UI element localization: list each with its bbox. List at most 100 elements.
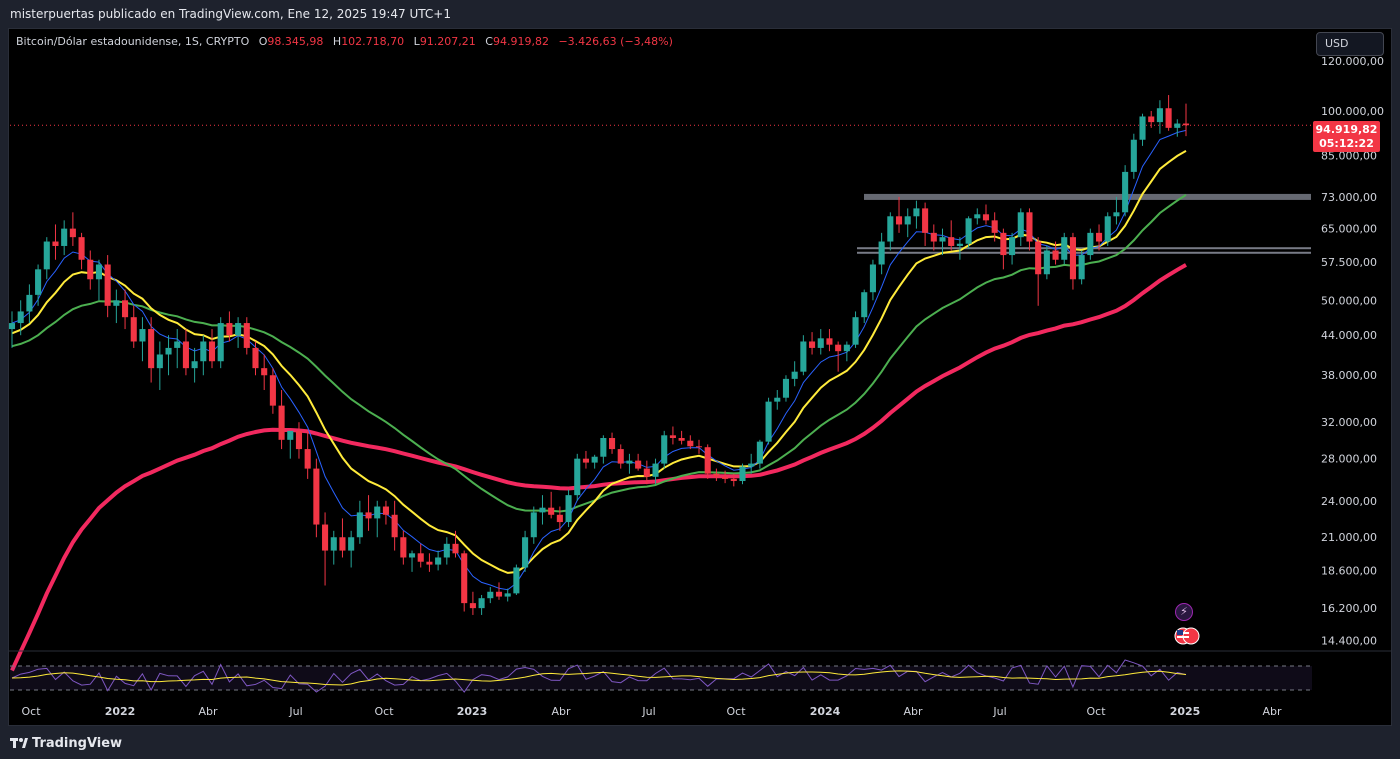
- candle[interactable]: [130, 317, 137, 342]
- candle[interactable]: [739, 466, 746, 482]
- candle[interactable]: [1104, 216, 1111, 242]
- candle[interactable]: [452, 543, 459, 554]
- candle[interactable]: [78, 237, 85, 260]
- currency-selector[interactable]: USD: [1316, 32, 1384, 56]
- candle[interactable]: [617, 449, 624, 464]
- candle[interactable]: [313, 468, 320, 525]
- candle[interactable]: [69, 228, 76, 238]
- candle[interactable]: [278, 405, 285, 440]
- candle[interactable]: [52, 241, 59, 246]
- candle[interactable]: [295, 430, 303, 450]
- candle[interactable]: [1000, 232, 1007, 256]
- candle[interactable]: [669, 435, 676, 439]
- candle[interactable]: [974, 214, 981, 219]
- candle[interactable]: [626, 460, 633, 464]
- candle[interactable]: [1043, 250, 1050, 275]
- candle[interactable]: [930, 232, 937, 242]
- candle[interactable]: [156, 354, 163, 369]
- candle[interactable]: [774, 397, 781, 402]
- candle[interactable]: [687, 440, 694, 447]
- lightning-icon[interactable]: ⚡: [1175, 603, 1193, 621]
- candle[interactable]: [269, 375, 276, 406]
- candle[interactable]: [643, 468, 650, 477]
- candle[interactable]: [408, 553, 416, 558]
- candle[interactable]: [1078, 255, 1085, 280]
- candle[interactable]: [26, 294, 33, 312]
- candle[interactable]: [574, 458, 581, 496]
- tradingview-logo[interactable]: TradingView: [10, 736, 122, 751]
- candle[interactable]: [200, 341, 207, 362]
- candle[interactable]: [869, 264, 876, 293]
- candle[interactable]: [991, 220, 998, 233]
- candle[interactable]: [913, 208, 920, 217]
- candle[interactable]: [1182, 123, 1190, 126]
- candle[interactable]: [469, 603, 476, 609]
- candle[interactable]: [330, 537, 337, 551]
- candle[interactable]: [235, 323, 242, 336]
- candle[interactable]: [695, 446, 703, 448]
- candle[interactable]: [704, 447, 711, 474]
- candle[interactable]: [504, 593, 511, 597]
- candle[interactable]: [748, 463, 755, 467]
- candle[interactable]: [809, 341, 816, 348]
- candle[interactable]: [461, 553, 468, 604]
- candle[interactable]: [895, 216, 903, 225]
- candle[interactable]: [400, 537, 407, 558]
- candle[interactable]: [948, 237, 955, 246]
- candle[interactable]: [652, 463, 659, 477]
- candle[interactable]: [1139, 116, 1146, 140]
- candle[interactable]: [304, 449, 311, 469]
- candle[interactable]: [722, 476, 729, 479]
- candle[interactable]: [548, 507, 555, 515]
- candle[interactable]: [1113, 212, 1120, 217]
- candle[interactable]: [861, 292, 868, 318]
- candle[interactable]: [904, 216, 911, 225]
- candle[interactable]: [495, 591, 503, 597]
- candle[interactable]: [374, 506, 381, 519]
- candle[interactable]: [435, 557, 442, 565]
- candle[interactable]: [322, 524, 329, 551]
- candle[interactable]: [730, 478, 737, 482]
- candle[interactable]: [678, 438, 685, 441]
- candle[interactable]: [382, 506, 389, 515]
- candle[interactable]: [539, 507, 546, 513]
- candle[interactable]: [756, 441, 763, 464]
- candle[interactable]: [217, 323, 224, 362]
- candle[interactable]: [208, 341, 216, 362]
- candle[interactable]: [252, 347, 259, 369]
- candle[interactable]: [600, 438, 607, 457]
- candle[interactable]: [417, 553, 424, 562]
- candle[interactable]: [122, 300, 129, 318]
- candle[interactable]: [174, 341, 181, 348]
- candle[interactable]: [530, 512, 537, 538]
- candle[interactable]: [165, 347, 172, 355]
- candle[interactable]: [365, 512, 372, 519]
- candle[interactable]: [826, 338, 833, 345]
- candle[interactable]: [1035, 241, 1042, 275]
- candle[interactable]: [1130, 139, 1137, 172]
- candle[interactable]: [113, 300, 120, 306]
- us-flag-icon[interactable]: [1174, 627, 1200, 645]
- candle[interactable]: [661, 435, 668, 464]
- candle[interactable]: [835, 344, 842, 352]
- candle[interactable]: [61, 228, 68, 246]
- candle[interactable]: [243, 323, 250, 348]
- candle[interactable]: [887, 216, 894, 242]
- candle[interactable]: [35, 269, 42, 295]
- candle[interactable]: [1017, 212, 1024, 238]
- candle[interactable]: [852, 317, 859, 345]
- candle[interactable]: [104, 264, 111, 306]
- candle[interactable]: [443, 543, 450, 558]
- symbol-title[interactable]: Bitcoin/Dólar estadounidense, 1S, CRYPTO: [16, 35, 250, 48]
- candle[interactable]: [609, 438, 616, 450]
- candle[interactable]: [17, 311, 24, 324]
- candle[interactable]: [939, 237, 946, 242]
- candle[interactable]: [1156, 108, 1163, 123]
- candle[interactable]: [791, 371, 798, 379]
- candle[interactable]: [1165, 108, 1172, 128]
- candle[interactable]: [87, 259, 94, 280]
- candle[interactable]: [765, 401, 772, 442]
- candle[interactable]: [591, 456, 598, 463]
- candle[interactable]: [635, 460, 642, 469]
- candle[interactable]: [226, 323, 233, 336]
